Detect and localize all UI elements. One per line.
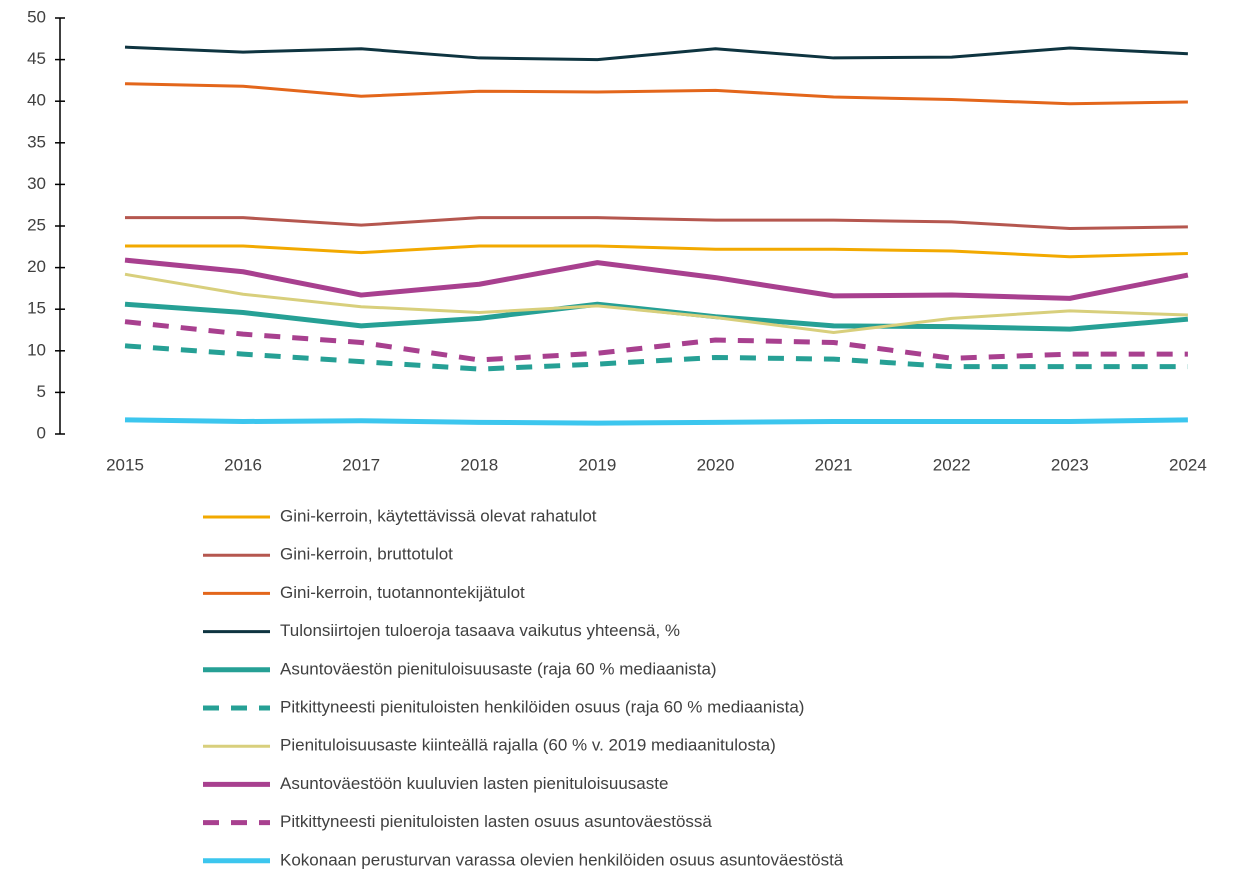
- legend-label: Kokonaan perusturvan varassa olevien hen…: [280, 850, 844, 869]
- y-tick-label: 45: [27, 49, 46, 68]
- x-tick-label: 2015: [106, 455, 144, 474]
- x-tick-label: 2020: [697, 455, 735, 474]
- legend-label: Gini-kerroin, käytettävissä olevat rahat…: [280, 506, 597, 525]
- series-line: [124, 417, 1188, 426]
- series-line: [124, 319, 1188, 363]
- y-tick-label: 20: [27, 257, 46, 276]
- legend-label: Gini-kerroin, bruttotulot: [280, 545, 453, 564]
- series-line: [124, 45, 1188, 62]
- legend-label: Pienituloisuusaste kiinteällä rajalla (6…: [280, 736, 776, 755]
- legend-label: Asuntoväestöön kuuluvien lasten pienitul…: [280, 774, 668, 793]
- legend-label: Pitkittyneesti pienituloisten henkilöide…: [280, 697, 804, 716]
- x-tick-label: 2019: [578, 455, 616, 474]
- series-line: [124, 82, 1188, 106]
- y-tick-label: 30: [27, 174, 46, 193]
- y-tick-label: 0: [37, 423, 46, 442]
- series-line: [125, 244, 1188, 259]
- x-tick-label: 2018: [460, 455, 498, 474]
- x-tick-label: 2016: [224, 455, 262, 474]
- series-line: [124, 343, 1188, 372]
- legend-label: Pitkittyneesti pienituloisten lasten osu…: [280, 812, 712, 831]
- y-tick-label: 40: [27, 91, 46, 110]
- x-tick-label: 2023: [1051, 455, 1089, 474]
- x-tick-label: 2021: [815, 455, 853, 474]
- legend-label: Tulonsiirtojen tuloeroja tasaava vaikutu…: [280, 621, 680, 640]
- legend-label: Asuntoväestön pienituloisuusaste (raja 6…: [280, 659, 717, 678]
- y-tick-label: 50: [27, 7, 46, 26]
- y-tick-label: 10: [27, 340, 46, 359]
- y-tick-label: 15: [27, 299, 46, 318]
- x-tick-label: 2017: [342, 455, 380, 474]
- series-line: [124, 257, 1189, 301]
- x-tick-label: 2022: [933, 455, 971, 474]
- y-tick-label: 35: [27, 132, 46, 151]
- series-line: [124, 301, 1189, 332]
- y-tick-label: 25: [27, 215, 46, 234]
- series-line: [125, 216, 1188, 230]
- legend-label: Gini-kerroin, tuotannontekijätulot: [280, 583, 525, 602]
- x-tick-label: 2024: [1169, 455, 1207, 474]
- y-tick-label: 5: [37, 382, 46, 401]
- series-line: [124, 272, 1188, 334]
